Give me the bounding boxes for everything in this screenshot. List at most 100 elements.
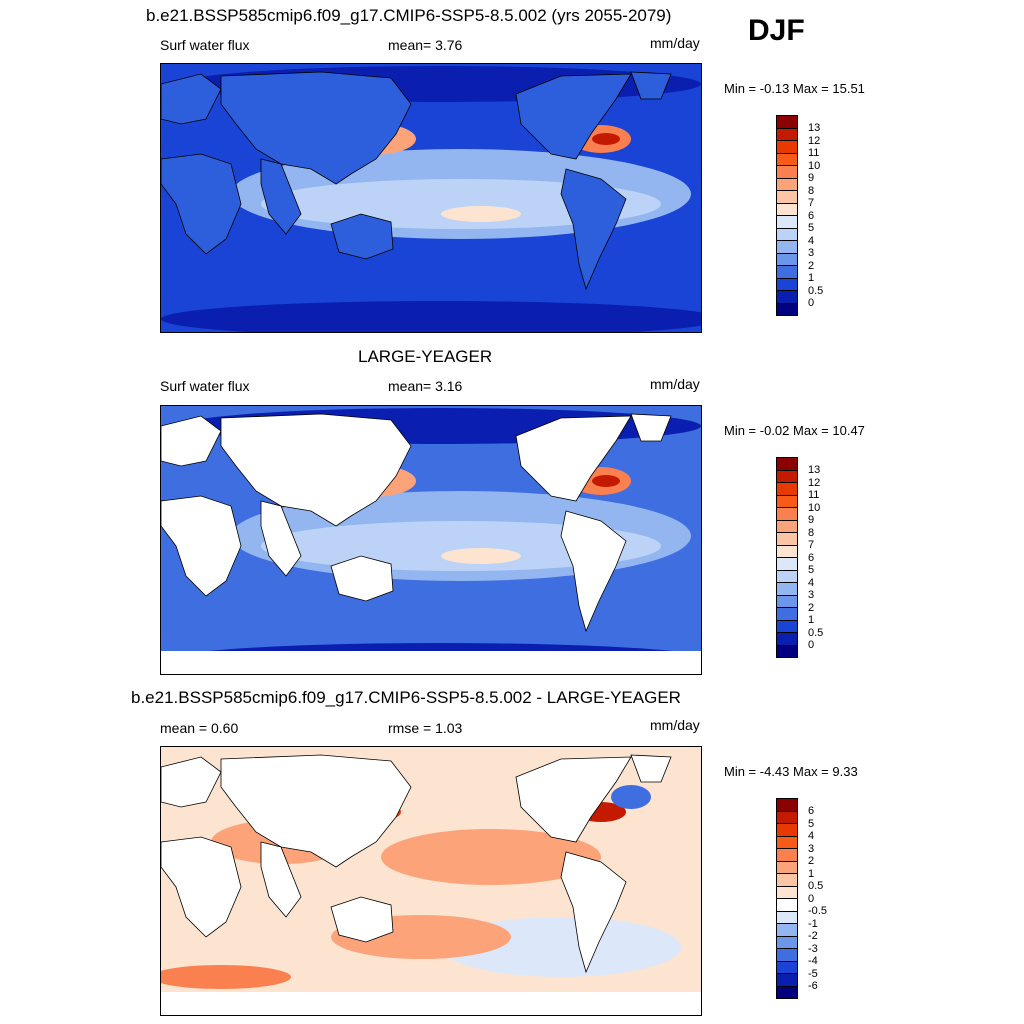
colorbar-label: 2	[808, 855, 815, 867]
field-contour	[161, 301, 701, 332]
panel-1-title: b.e21.BSSP585cmip6.f09_g17.CMIP6-SSP5-8.…	[146, 6, 672, 25]
colorbar-swatch	[776, 457, 798, 471]
colorbar-label: 2	[808, 259, 815, 272]
colorbar-swatch	[776, 482, 798, 496]
colorbar-swatch	[776, 935, 798, 949]
colorbar-swatch	[776, 277, 798, 291]
continent-outline	[330, 213, 394, 260]
continent-outline	[515, 415, 632, 502]
colorbar-swatch	[776, 644, 798, 658]
panel-3-rmse: rmse = 1.03	[388, 720, 463, 736]
continent-outline	[260, 158, 302, 235]
continent-outline	[260, 500, 302, 577]
antarctica-land	[161, 992, 701, 1015]
colorbar-swatch	[776, 835, 798, 849]
colorbar-label: 0.5	[808, 626, 824, 639]
colorbar-label: 0.5	[808, 880, 824, 892]
colorbar-label: 0	[808, 892, 815, 905]
panel-3-mean: mean = 0.60	[160, 720, 239, 736]
continent-outline	[515, 756, 632, 843]
colorbar-swatch	[776, 810, 798, 824]
continent-outline	[161, 153, 242, 255]
colorbar-label: -1	[808, 917, 818, 930]
colorbar-label: 8	[808, 184, 815, 197]
colorbar-swatch	[776, 469, 798, 483]
colorbar-swatch	[776, 823, 798, 837]
panel-3-units: mm/day	[650, 717, 700, 733]
colorbar-label: 9	[808, 514, 815, 526]
field-contour	[441, 548, 521, 564]
colorbar-swatch	[776, 798, 798, 812]
continent-outline	[220, 71, 412, 185]
colorbar-swatch	[776, 960, 798, 974]
field-contour	[592, 475, 620, 487]
continent-outline	[560, 168, 627, 291]
colorbar-label: 0	[808, 639, 815, 651]
panel-2-units: mm/day	[650, 376, 700, 392]
colorbar-swatch	[776, 569, 798, 583]
colorbar-label: -3	[808, 942, 818, 955]
colorbar-label: 0	[808, 297, 815, 309]
colorbar-label: 4	[808, 576, 815, 589]
colorbar-swatch	[776, 873, 798, 887]
colorbar-label: 1	[808, 272, 815, 284]
colorbar-label: 11	[808, 147, 820, 159]
continent-outline	[161, 836, 242, 938]
colorbar-swatch	[776, 240, 798, 254]
colorbar-label: 5	[808, 222, 815, 234]
colorbar-swatch	[776, 848, 798, 862]
colorbar-swatch	[776, 544, 798, 558]
panel-3-map	[160, 746, 702, 1016]
colorbar-label: -6	[808, 980, 818, 992]
colorbar-label: 0.5	[808, 284, 824, 297]
panel-2-title: LARGE-YEAGER	[358, 347, 493, 366]
continent-outline	[330, 896, 394, 943]
colorbar-swatch	[776, 140, 798, 154]
continent-outline	[161, 73, 222, 125]
antarctica-land	[161, 651, 701, 674]
colorbar-label: 10	[808, 159, 821, 172]
colorbar-swatch	[776, 973, 798, 987]
continent-outline	[260, 841, 302, 918]
colorbar-swatch	[776, 557, 798, 571]
colorbar-label: -0.5	[808, 905, 827, 917]
colorbar-label: 2	[808, 601, 815, 614]
panel-3-colorbar: 6 5 4 3 2 1 0.5 0 -0.5 -1 -2 -3 -4 -5 -6	[776, 798, 827, 999]
colorbar-label: 10	[808, 501, 821, 514]
colorbar-swatch	[776, 532, 798, 546]
panel-2-minmax: Min = -0.02 Max = 10.47	[724, 423, 865, 438]
panel-2-map	[160, 405, 702, 675]
continent-outline	[630, 71, 672, 100]
colorbar-swatch	[776, 607, 798, 621]
colorbar-label: 11	[808, 489, 820, 501]
colorbar-label: -2	[808, 930, 818, 942]
colorbar-label: -4	[808, 955, 818, 967]
colorbar-label: 7	[808, 539, 815, 551]
season-label: DJF	[748, 14, 805, 47]
colorbar-label: 6	[808, 209, 815, 222]
field-contour	[592, 133, 620, 145]
colorbar-swatch	[776, 190, 798, 204]
continent-outline	[515, 73, 632, 160]
colorbar-swatch	[776, 860, 798, 874]
colorbar-swatch	[776, 582, 798, 596]
colorbar-swatch	[776, 948, 798, 962]
panel-1-variable-label: Surf water flux	[160, 37, 250, 53]
colorbar-label: 8	[808, 526, 815, 539]
colorbar-swatch	[776, 632, 798, 646]
colorbar-label: 6	[808, 551, 815, 564]
colorbar-swatch	[776, 302, 798, 316]
colorbar-swatch	[776, 594, 798, 608]
colorbar-swatch	[776, 898, 798, 912]
continent-outline	[161, 756, 222, 808]
colorbar-label: 1	[808, 614, 815, 626]
colorbar-label: 1	[808, 867, 815, 880]
colorbar-label: 9	[808, 172, 815, 184]
colorbar-swatch	[776, 265, 798, 279]
colorbar-swatch	[776, 519, 798, 533]
panel-1-units: mm/day	[650, 35, 700, 51]
colorbar-swatch	[776, 227, 798, 241]
field-contour	[441, 206, 521, 222]
colorbar-label: 13	[808, 464, 821, 476]
colorbar-label: 3	[808, 247, 815, 259]
